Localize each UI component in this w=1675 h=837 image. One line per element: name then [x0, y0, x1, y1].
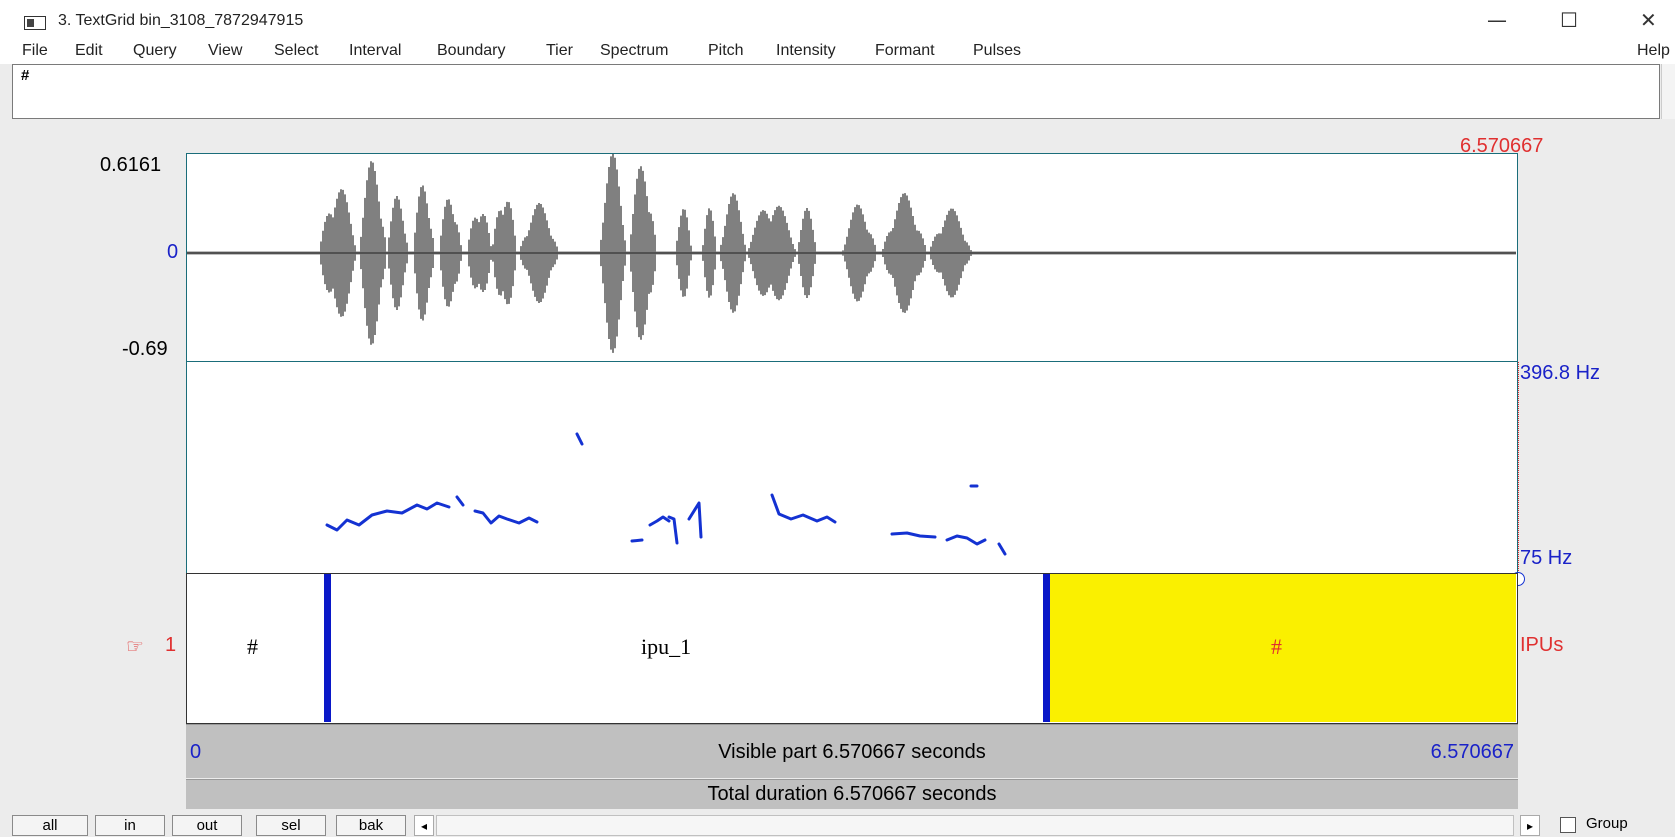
waveform-plot	[187, 154, 1516, 353]
menu-interval[interactable]: Interval	[349, 42, 402, 59]
maximize-button[interactable]: ☐	[1560, 8, 1578, 32]
interval-3-label: #	[1271, 634, 1282, 659]
menu-pulses[interactable]: Pulses	[973, 42, 1022, 59]
app-icon	[24, 16, 46, 30]
window-title: 3. TextGrid bin_3108_7872947915	[58, 12, 304, 29]
menu-intensity[interactable]: Intensity	[776, 42, 836, 59]
pitch-plot	[325, 432, 1007, 556]
visible-part-bar[interactable]: 0 Visible part 6.570667 seconds 6.570667	[186, 724, 1518, 778]
menu-help[interactable]: Help	[1637, 42, 1670, 59]
zoom-out-button[interactable]: out	[172, 815, 242, 836]
visible-part-text: Visible part 6.570667 seconds	[718, 741, 986, 763]
interval-2-label: ipu_1	[641, 634, 692, 659]
menu-spectrum[interactable]: Spectrum	[600, 42, 669, 59]
interval-1-label: #	[247, 634, 258, 659]
visible-end-label: 6.570667	[1430, 741, 1514, 763]
zoom-all-button[interactable]: all	[12, 815, 88, 836]
pitch-panel[interactable]	[186, 362, 1518, 573]
pitch-top-label: 396.8 Hz	[1520, 362, 1601, 384]
tier-pointer-icon: ☞	[126, 636, 144, 658]
interval-3-selected[interactable]: #	[1046, 574, 1516, 722]
pitch-bottom-label: 75 Hz	[1520, 547, 1573, 569]
menu-bar: File Edit Query View Select Interval Bou…	[0, 40, 1675, 64]
tier-number[interactable]: 1	[165, 634, 177, 656]
horizontal-scrollbar[interactable]	[436, 815, 1514, 836]
zoom-in-button[interactable]: in	[95, 815, 165, 836]
visible-start-label: 0	[190, 741, 202, 763]
interval-text-value: #	[21, 67, 30, 84]
interval-2[interactable]: ipu_1	[327, 574, 1047, 722]
waveform-trace	[187, 154, 1516, 353]
menu-select[interactable]: Select	[274, 42, 319, 59]
pitch-contour	[325, 432, 1007, 556]
zoom-sel-button[interactable]: sel	[256, 815, 326, 836]
total-duration-text: Total duration 6.570667 seconds	[707, 783, 997, 805]
scroll-right-arrow[interactable]: ▸	[1520, 815, 1540, 836]
text-field-scrollbar[interactable]	[1661, 64, 1675, 119]
menu-query[interactable]: Query	[133, 42, 177, 59]
interval-1[interactable]: #	[187, 574, 327, 722]
menu-tier[interactable]: Tier	[546, 42, 573, 59]
menu-pitch[interactable]: Pitch	[708, 42, 744, 59]
textgrid-tier[interactable]: # ipu_1 #	[186, 573, 1518, 724]
group-checkbox[interactable]	[1560, 817, 1576, 833]
boundary-2[interactable]	[1043, 574, 1050, 722]
total-duration-bar[interactable]: Total duration 6.570667 seconds	[186, 779, 1518, 809]
wave-zero-label: 0	[167, 241, 179, 263]
menu-edit[interactable]: Edit	[75, 42, 103, 59]
minimize-button[interactable]: —	[1487, 8, 1507, 32]
cursor-line	[1518, 362, 1519, 577]
menu-boundary[interactable]: Boundary	[437, 42, 506, 59]
close-button[interactable]: ✕	[1640, 8, 1657, 32]
wave-min-label: -0.69	[122, 338, 168, 360]
menu-formant[interactable]: Formant	[875, 42, 935, 59]
scroll-left-arrow[interactable]: ◂	[414, 815, 434, 836]
menu-file[interactable]: File	[22, 42, 48, 59]
waveform-panel[interactable]	[186, 153, 1518, 362]
boundary-1[interactable]	[324, 574, 331, 722]
wave-max-label: 0.6161	[100, 154, 162, 176]
cursor-time-label: 6.570667	[1460, 135, 1544, 157]
interval-text-field[interactable]: #	[12, 64, 1660, 119]
title-bar: 3. TextGrid bin_3108_7872947915 — ☐ ✕	[0, 0, 1675, 44]
tier-name[interactable]: IPUs	[1520, 634, 1564, 656]
zoom-back-button[interactable]: bak	[336, 815, 406, 836]
menu-view[interactable]: View	[208, 42, 243, 59]
group-label: Group	[1586, 815, 1628, 832]
